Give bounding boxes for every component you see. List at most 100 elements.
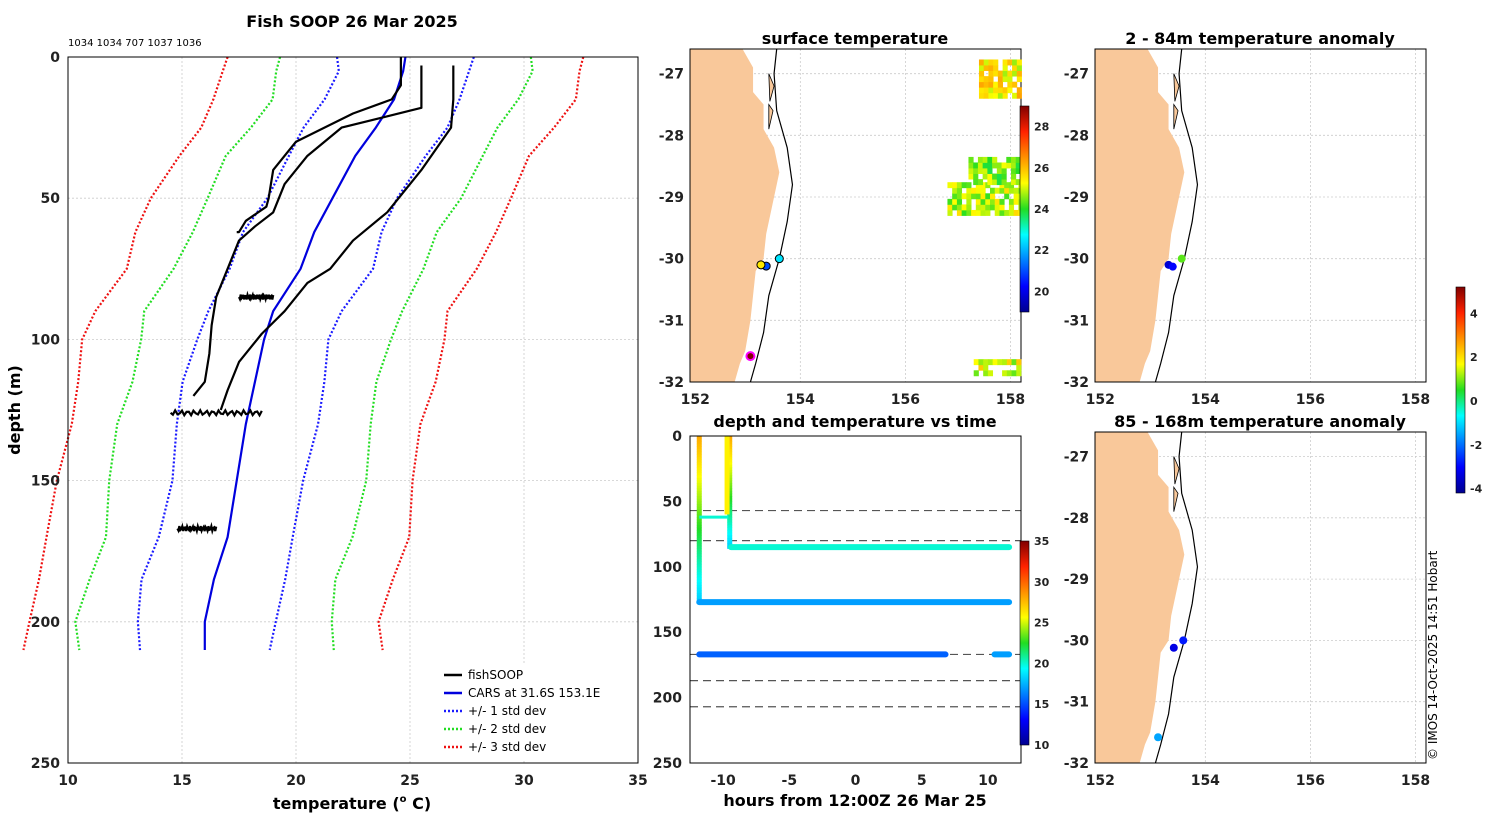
map-axes-box xyxy=(1094,431,1427,764)
sst-pixel xyxy=(996,168,1002,174)
sst-pixel xyxy=(990,204,996,211)
sst-pixel xyxy=(975,193,981,200)
sst-pixel xyxy=(978,87,985,94)
profile-fish-blob xyxy=(176,521,218,536)
time-descent-mark xyxy=(727,527,733,531)
map-ytick-label: -28 xyxy=(1064,128,1089,144)
sst-pixel xyxy=(978,76,985,83)
sst-pixel xyxy=(997,87,1004,94)
sst-pixel xyxy=(973,359,979,366)
sst-pixel xyxy=(1012,59,1018,66)
sst-pixel xyxy=(999,204,1005,211)
time-descent-mark xyxy=(727,483,733,487)
sst-colorbar-label: 24 xyxy=(1034,203,1050,216)
sst-pixel xyxy=(985,198,991,205)
profile-panel: Fish SOOP 26 Mar 2025 1034 1034 707 1037… xyxy=(5,12,648,813)
time-descent-mark xyxy=(727,535,733,539)
time-descent-mark xyxy=(696,509,702,513)
sst-pixel xyxy=(1007,81,1013,88)
time-descent-mark xyxy=(727,509,733,513)
time-descent-mark xyxy=(727,449,733,453)
profile-ylabel: depth (m) xyxy=(5,365,24,455)
time-colorbar-label: 35 xyxy=(1034,535,1049,548)
sst-pixel xyxy=(996,179,1002,186)
time-descent-mark xyxy=(696,585,702,589)
sst-pixel xyxy=(993,65,999,71)
sst-pixel xyxy=(1016,370,1022,377)
profile-fish-line xyxy=(236,57,402,234)
map-ytick-label: -32 xyxy=(1064,375,1089,391)
sst-pixel xyxy=(999,198,1005,205)
time-descent-mark xyxy=(727,540,733,544)
time-descent-mark xyxy=(696,441,702,445)
sst-colorbar xyxy=(1019,105,1030,313)
time-descent-mark xyxy=(727,451,733,455)
sst-pixel xyxy=(1011,179,1017,186)
time-descent-mark xyxy=(696,587,702,591)
profile-ytick-label: 200 xyxy=(31,615,60,631)
time-descent-mark xyxy=(696,522,702,526)
map-ytick-label: -27 xyxy=(659,67,684,83)
sst-data-point xyxy=(756,260,766,270)
map-island xyxy=(1173,103,1179,130)
sst-pixel xyxy=(1001,168,1007,174)
time-title: depth and temperature vs time xyxy=(713,412,996,431)
time-descent-mark xyxy=(727,436,733,439)
time-descent-mark xyxy=(696,438,702,442)
time-descent-mark xyxy=(696,574,702,578)
map-xtick-label: 156 xyxy=(1296,773,1325,789)
sst-pixel xyxy=(947,198,953,205)
sst-pixel xyxy=(973,173,979,180)
anomaly-colorbar: -4 -2 0 2 4 xyxy=(1455,286,1483,496)
sst-pixel xyxy=(987,370,994,377)
sst-pixel xyxy=(952,193,958,200)
time-descent-mark xyxy=(696,556,702,560)
time-descent-mark xyxy=(727,530,733,534)
map-ytick-label: -31 xyxy=(1064,313,1089,329)
sst-pixel xyxy=(975,204,981,211)
sst-pixel xyxy=(988,65,994,71)
sst-pixel xyxy=(997,76,1004,83)
sst-pixel xyxy=(947,182,953,189)
sst-pixel xyxy=(983,87,989,94)
profile-std-line xyxy=(74,56,282,651)
time-xtick-label: 5 xyxy=(917,773,927,789)
map-ytick-label: -31 xyxy=(1064,695,1089,711)
sst-pixel xyxy=(1004,187,1010,194)
profile-std-line xyxy=(377,56,585,651)
time-descent-mark xyxy=(696,477,702,481)
time-descent-mark xyxy=(727,496,733,500)
sst-pixel xyxy=(952,204,958,211)
profile-xtick-label: 35 xyxy=(628,773,647,789)
time-descent-mark xyxy=(696,592,702,596)
time-ytick-label: 0 xyxy=(672,429,682,445)
profile-cars-line xyxy=(203,56,407,651)
sst-pixel xyxy=(968,168,974,174)
sst-pixel xyxy=(956,193,963,200)
map-land xyxy=(1095,49,1185,382)
sst-data-point xyxy=(774,254,784,264)
sst-pixel xyxy=(966,209,972,216)
sst-pixel xyxy=(1008,204,1015,211)
time-descent-mark xyxy=(727,538,733,542)
time-colorbar-label: 20 xyxy=(1034,657,1050,670)
sst-pixel xyxy=(1016,59,1022,66)
profile-xtick-label: 30 xyxy=(514,773,534,789)
sst-pixel xyxy=(975,187,981,194)
sst-pixel xyxy=(982,168,988,174)
sst-pixel xyxy=(1011,162,1017,169)
anomaly-colorbar-label: -2 xyxy=(1470,439,1482,452)
sst-pixel xyxy=(1002,59,1008,66)
sst-pixel xyxy=(980,204,986,211)
sst-pixel xyxy=(996,173,1002,180)
sst-pixel xyxy=(1001,179,1007,186)
sst-pixel xyxy=(1006,359,1012,366)
time-descent-mark xyxy=(696,590,702,594)
map-ytick-label: -32 xyxy=(659,375,684,391)
sst-pixel xyxy=(1015,162,1021,169)
time-descent-mark xyxy=(696,462,702,466)
sst-pixel xyxy=(994,204,1000,211)
time-descent-mark xyxy=(696,472,702,476)
time-descent-mark xyxy=(696,572,702,576)
sst-pixel xyxy=(992,179,998,186)
